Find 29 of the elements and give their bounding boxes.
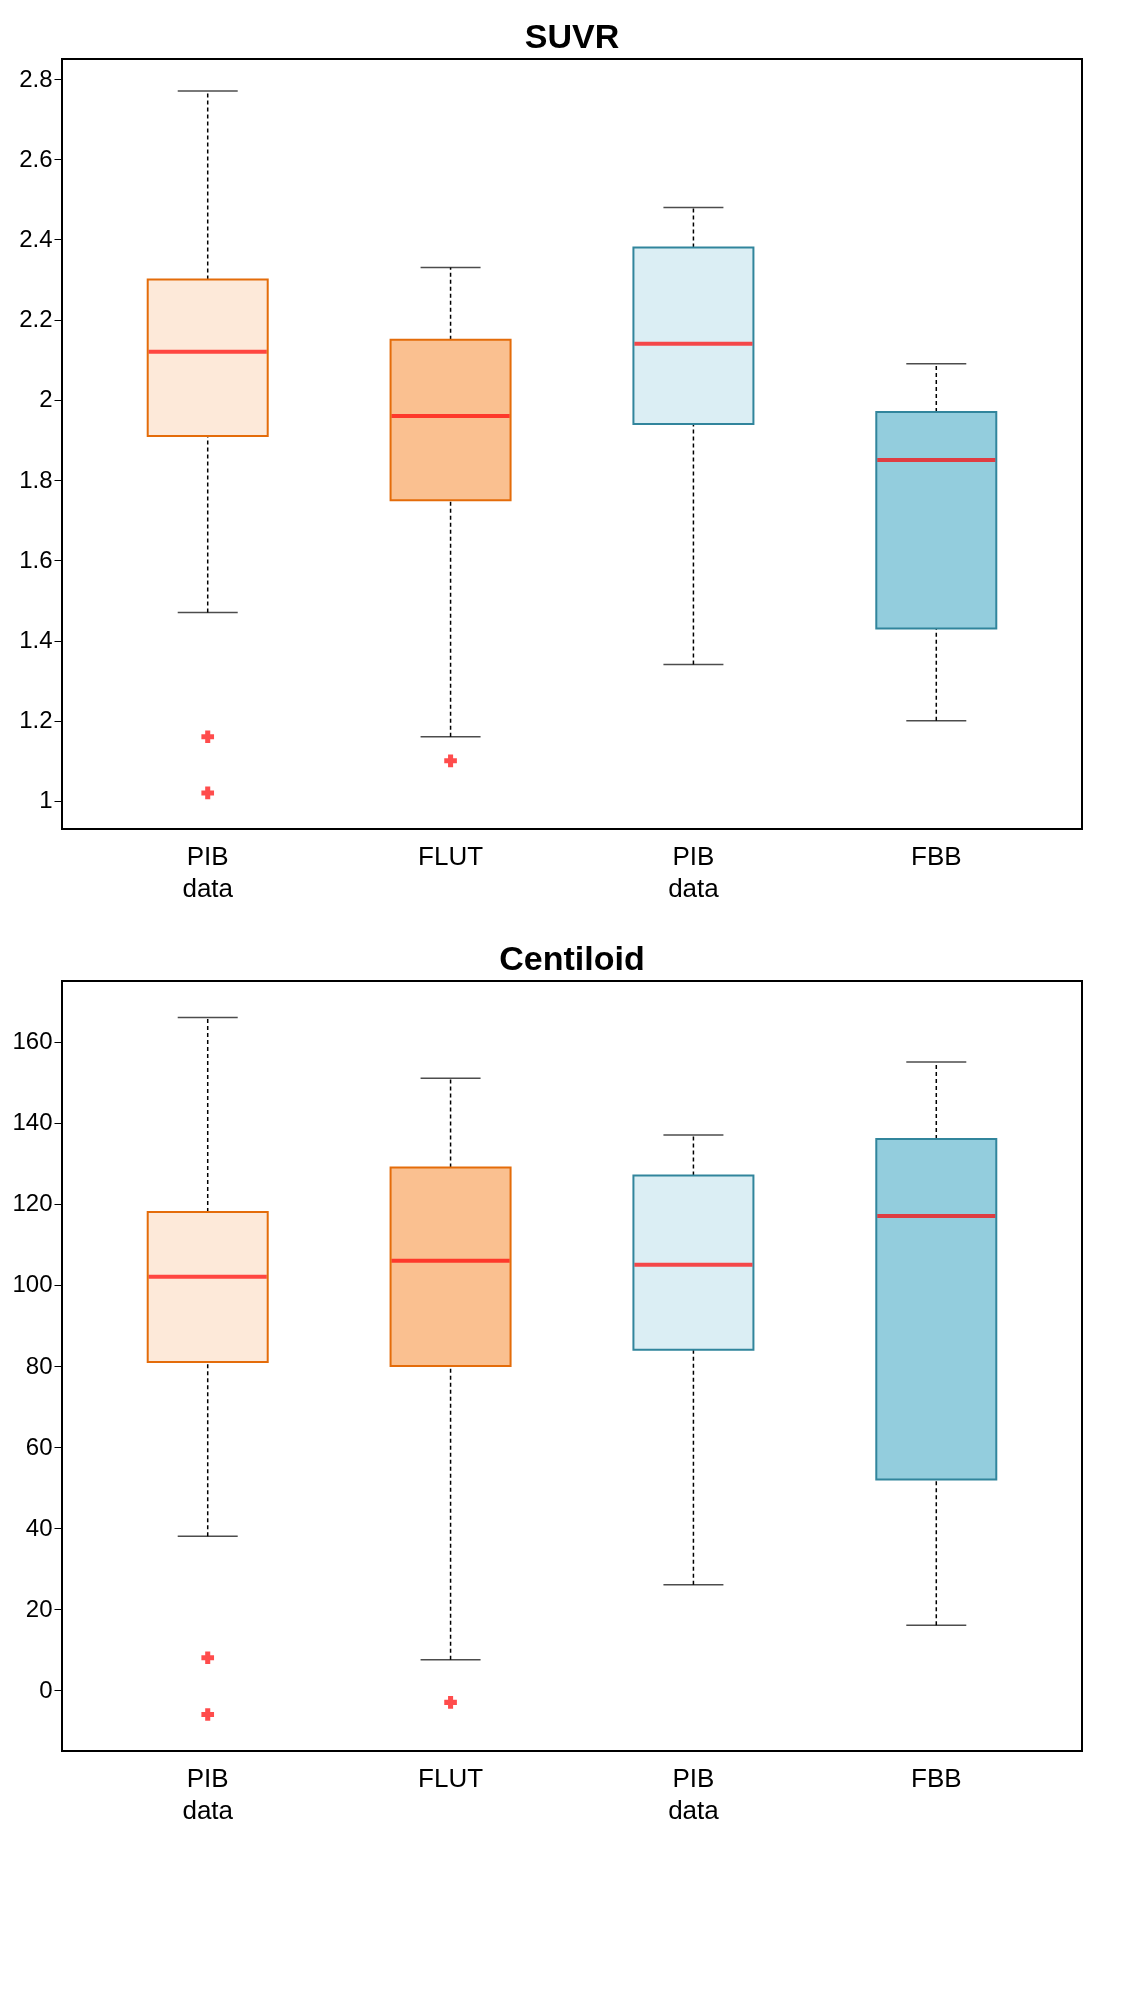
y-tick-label: 2.6	[19, 144, 53, 172]
x-tick-label: PIB data	[668, 840, 720, 903]
x-tick-label: FBB	[911, 1762, 962, 1793]
chart-title: Centiloid	[499, 939, 645, 977]
x-tick-label: FLUT	[418, 840, 484, 871]
y-tick-label: 2.4	[19, 224, 53, 252]
y-tick-label: 40	[25, 1513, 53, 1541]
x-tick-label: PIB data	[182, 840, 234, 903]
y-tick-label: 2	[39, 385, 53, 413]
y-tick-label: 20	[25, 1594, 53, 1622]
chart-title: SUVR	[524, 17, 620, 55]
x-tick-label: PIB data	[182, 1762, 234, 1825]
x-tick-label: FBB	[911, 840, 962, 871]
y-tick-label: 2.8	[19, 64, 53, 92]
y-tick-label: 120	[12, 1189, 53, 1217]
y-tick-label: 100	[12, 1270, 53, 1298]
y-tick-label: 1.6	[19, 545, 53, 573]
y-tick-label: 0	[39, 1675, 53, 1703]
y-tick-label: 80	[25, 1351, 53, 1379]
y-tick-label: 1.8	[19, 465, 53, 493]
y-tick-label: 1.2	[19, 706, 53, 734]
y-tick-label: 160	[12, 1027, 53, 1055]
y-tick-label: 140	[12, 1108, 53, 1136]
x-tick-label: PIB data	[668, 1762, 720, 1825]
y-tick-label: 1	[39, 786, 53, 814]
y-tick-label: 1.4	[19, 626, 53, 654]
y-tick-label: 60	[25, 1432, 53, 1460]
x-tick-label: FLUT	[418, 1762, 484, 1793]
y-tick-label: 2.2	[19, 305, 53, 333]
